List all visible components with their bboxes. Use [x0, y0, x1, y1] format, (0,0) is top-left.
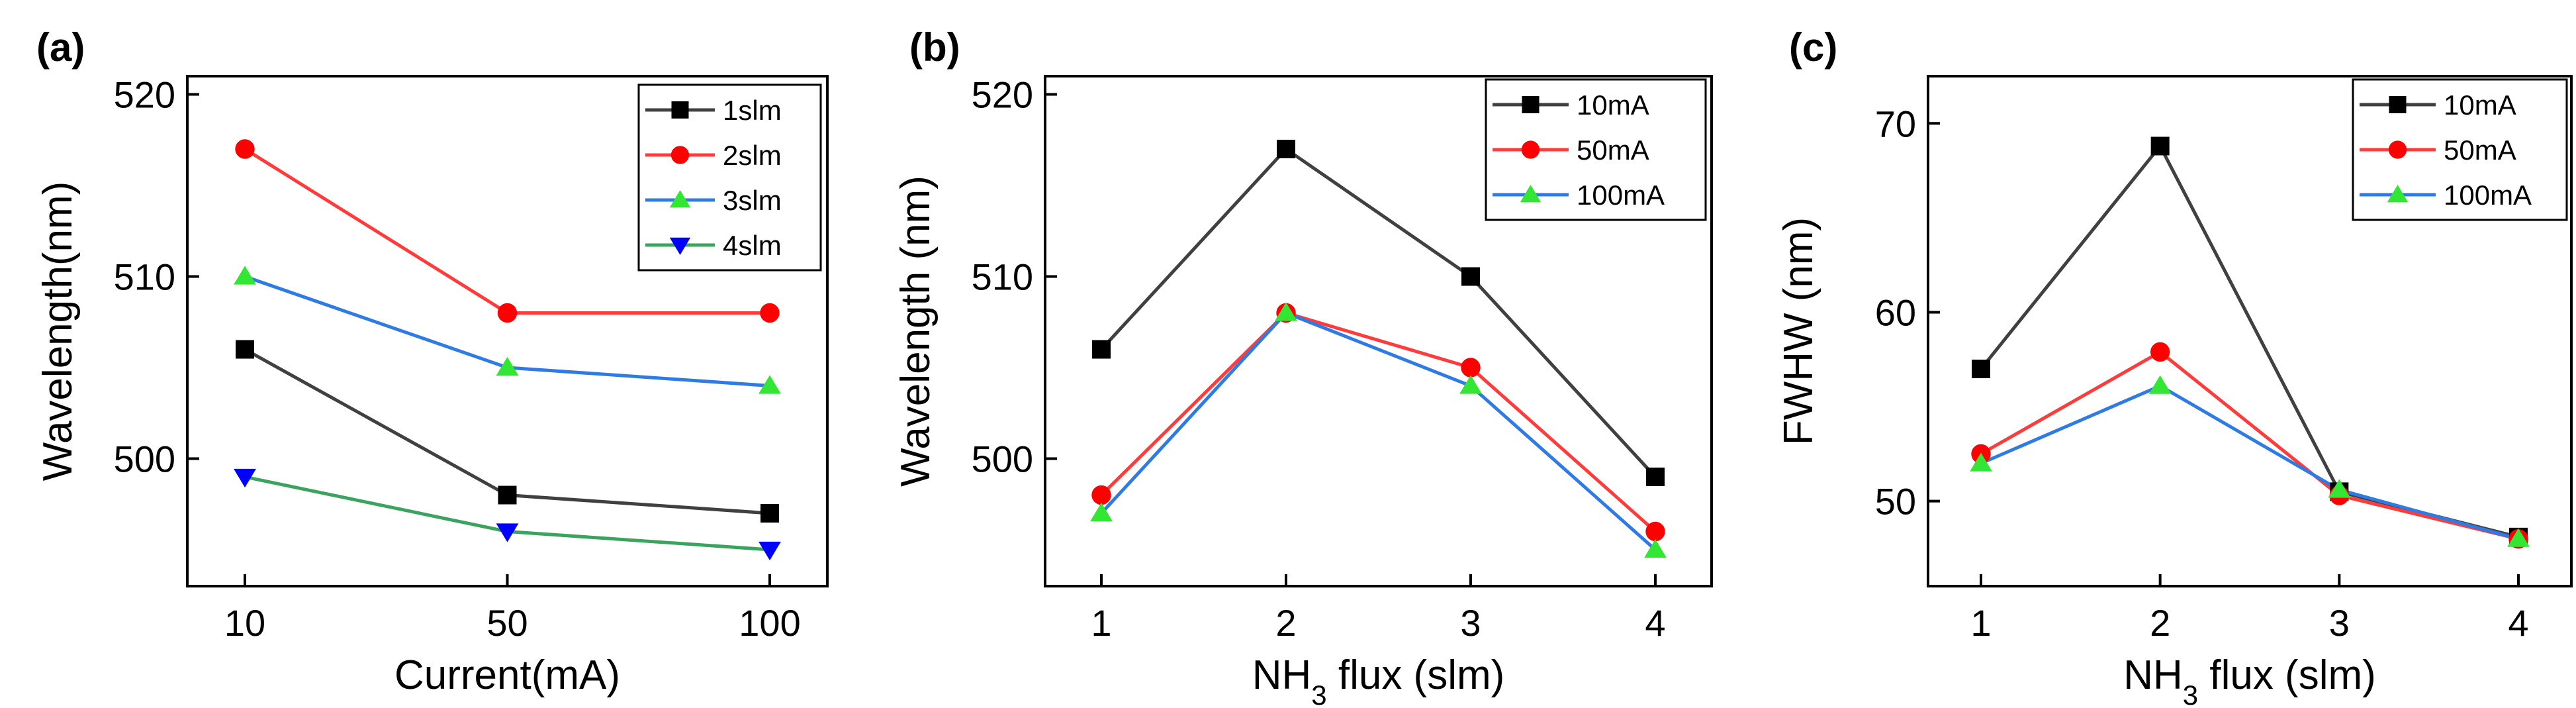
- x-tick-label: 1: [1091, 602, 1111, 644]
- x-axis-label: Current(mA): [394, 652, 620, 698]
- data-point: [1275, 302, 1297, 321]
- x-tick-label: 2: [1275, 602, 1296, 644]
- legend-marker: [1522, 96, 1540, 113]
- chart-panel: 10 50 100 500 510 520 1slm 2slm 3slm 4slm Current(…: [35, 25, 829, 698]
- data-point: [1090, 502, 1113, 522]
- legend-marker: [2387, 185, 2409, 203]
- data-point: [1091, 485, 1111, 505]
- x-tick-label: 1: [1970, 602, 1991, 644]
- x-tick-label: 3: [1460, 602, 1481, 644]
- legend: 10mA 50mA 100mA: [1485, 78, 1707, 221]
- data-point: [2328, 479, 2351, 498]
- legend: 1slm 2slm 3slm 4slm: [637, 83, 822, 272]
- x-tick-label: 3: [2329, 602, 2350, 644]
- legend-label: 4slm: [723, 230, 782, 261]
- legend-label: 1slm: [723, 95, 782, 126]
- x-tick-label: 50: [486, 602, 528, 644]
- data-point: [760, 504, 779, 523]
- data-point: [234, 266, 256, 285]
- data-point: [759, 541, 781, 561]
- x-tick-label: 4: [2508, 602, 2528, 644]
- data-point: [759, 375, 781, 394]
- series-line: [1980, 350, 2519, 541]
- y-tick-label: 500: [972, 438, 1033, 480]
- legend-marker: [1521, 140, 1540, 159]
- legend-marker: [670, 146, 690, 164]
- data-point: [497, 303, 518, 323]
- data-point: [235, 139, 255, 159]
- legend-label: 100mA: [1577, 179, 1665, 211]
- y-tick-label: 510: [114, 256, 175, 298]
- x-tick-label: 4: [1645, 602, 1665, 644]
- data-point: [234, 468, 256, 488]
- legend-label: 2slm: [723, 140, 782, 171]
- legend-label: 10mA: [1577, 89, 1649, 121]
- data-point: [1461, 267, 1480, 286]
- x-tick-label: 100: [739, 602, 800, 644]
- data-point: [2150, 136, 2170, 156]
- y-tick-label: 520: [972, 74, 1033, 116]
- legend-label: 3slm: [723, 185, 782, 216]
- y-tick-label: 70: [1875, 103, 1916, 144]
- data-point: [236, 340, 254, 359]
- y-tick-label: 520: [114, 74, 175, 116]
- data-point: [1277, 140, 1295, 158]
- legend-marker: [671, 101, 689, 119]
- plot-frame: [1927, 75, 2573, 587]
- y-tick-label: 50: [1875, 481, 1916, 523]
- legend-label: 50mA: [2444, 134, 2516, 166]
- legend-marker: [669, 190, 691, 208]
- y-axis-label: Wavelength (nm): [893, 176, 939, 487]
- plot-frame: [1044, 75, 1713, 587]
- series-line: [1980, 383, 2519, 541]
- data-point: [1092, 340, 1111, 359]
- y-tick-label: 510: [972, 256, 1033, 298]
- data-point: [1646, 468, 1665, 486]
- data-point: [2150, 342, 2170, 362]
- data-point: [760, 303, 780, 323]
- x-axis-label: NH3 flux (slm): [2123, 652, 2376, 708]
- series-line: [1100, 311, 1657, 533]
- panel-label: (a): [36, 25, 85, 70]
- data-point: [1645, 521, 1665, 542]
- data-point: [1461, 358, 1481, 378]
- y-axis-label: FWHW (nm): [1776, 217, 1821, 445]
- y-tick-label: 500: [114, 438, 175, 480]
- chart-panel: 1 2 3 4 50 60 70 10mA 50mA 100mA NH3 flux (slm) FWH…: [1776, 25, 2573, 708]
- legend-marker: [2388, 140, 2407, 159]
- legend-marker: [1520, 185, 1541, 203]
- series-line: [1100, 311, 1657, 551]
- legend-marker: [2389, 96, 2407, 113]
- legend-label: 10mA: [2444, 89, 2516, 121]
- y-axis-label: Wavelength(nm): [35, 181, 81, 481]
- y-tick-label: 60: [1875, 291, 1916, 333]
- panel-label: (c): [1789, 25, 1837, 70]
- data-point: [496, 356, 519, 376]
- legend-label: 50mA: [1577, 134, 1649, 166]
- data-point: [498, 485, 517, 505]
- legend-label: 100mA: [2444, 179, 2532, 211]
- data-point: [2148, 375, 2172, 394]
- legend: 10mA 50mA 100mA: [2352, 78, 2568, 221]
- panel-label: (b): [909, 25, 960, 70]
- legend-marker: [669, 237, 691, 255]
- x-axis-label: NH3 flux (slm): [1252, 652, 1505, 708]
- data-point: [1970, 452, 1992, 472]
- data-point: [1972, 360, 1990, 379]
- data-point: [1644, 538, 1667, 558]
- x-tick-label: 10: [224, 602, 265, 644]
- data-point: [2507, 528, 2530, 547]
- data-point: [496, 523, 519, 542]
- x-tick-label: 2: [2150, 602, 2170, 644]
- legend-box: [637, 83, 822, 272]
- data-point: [1459, 375, 1482, 394]
- chart-panel: 1 2 3 4 500 510 520 10mA 50mA 100mA NH3 flux (slm)…: [893, 25, 1713, 708]
- series-line: [1100, 146, 1657, 478]
